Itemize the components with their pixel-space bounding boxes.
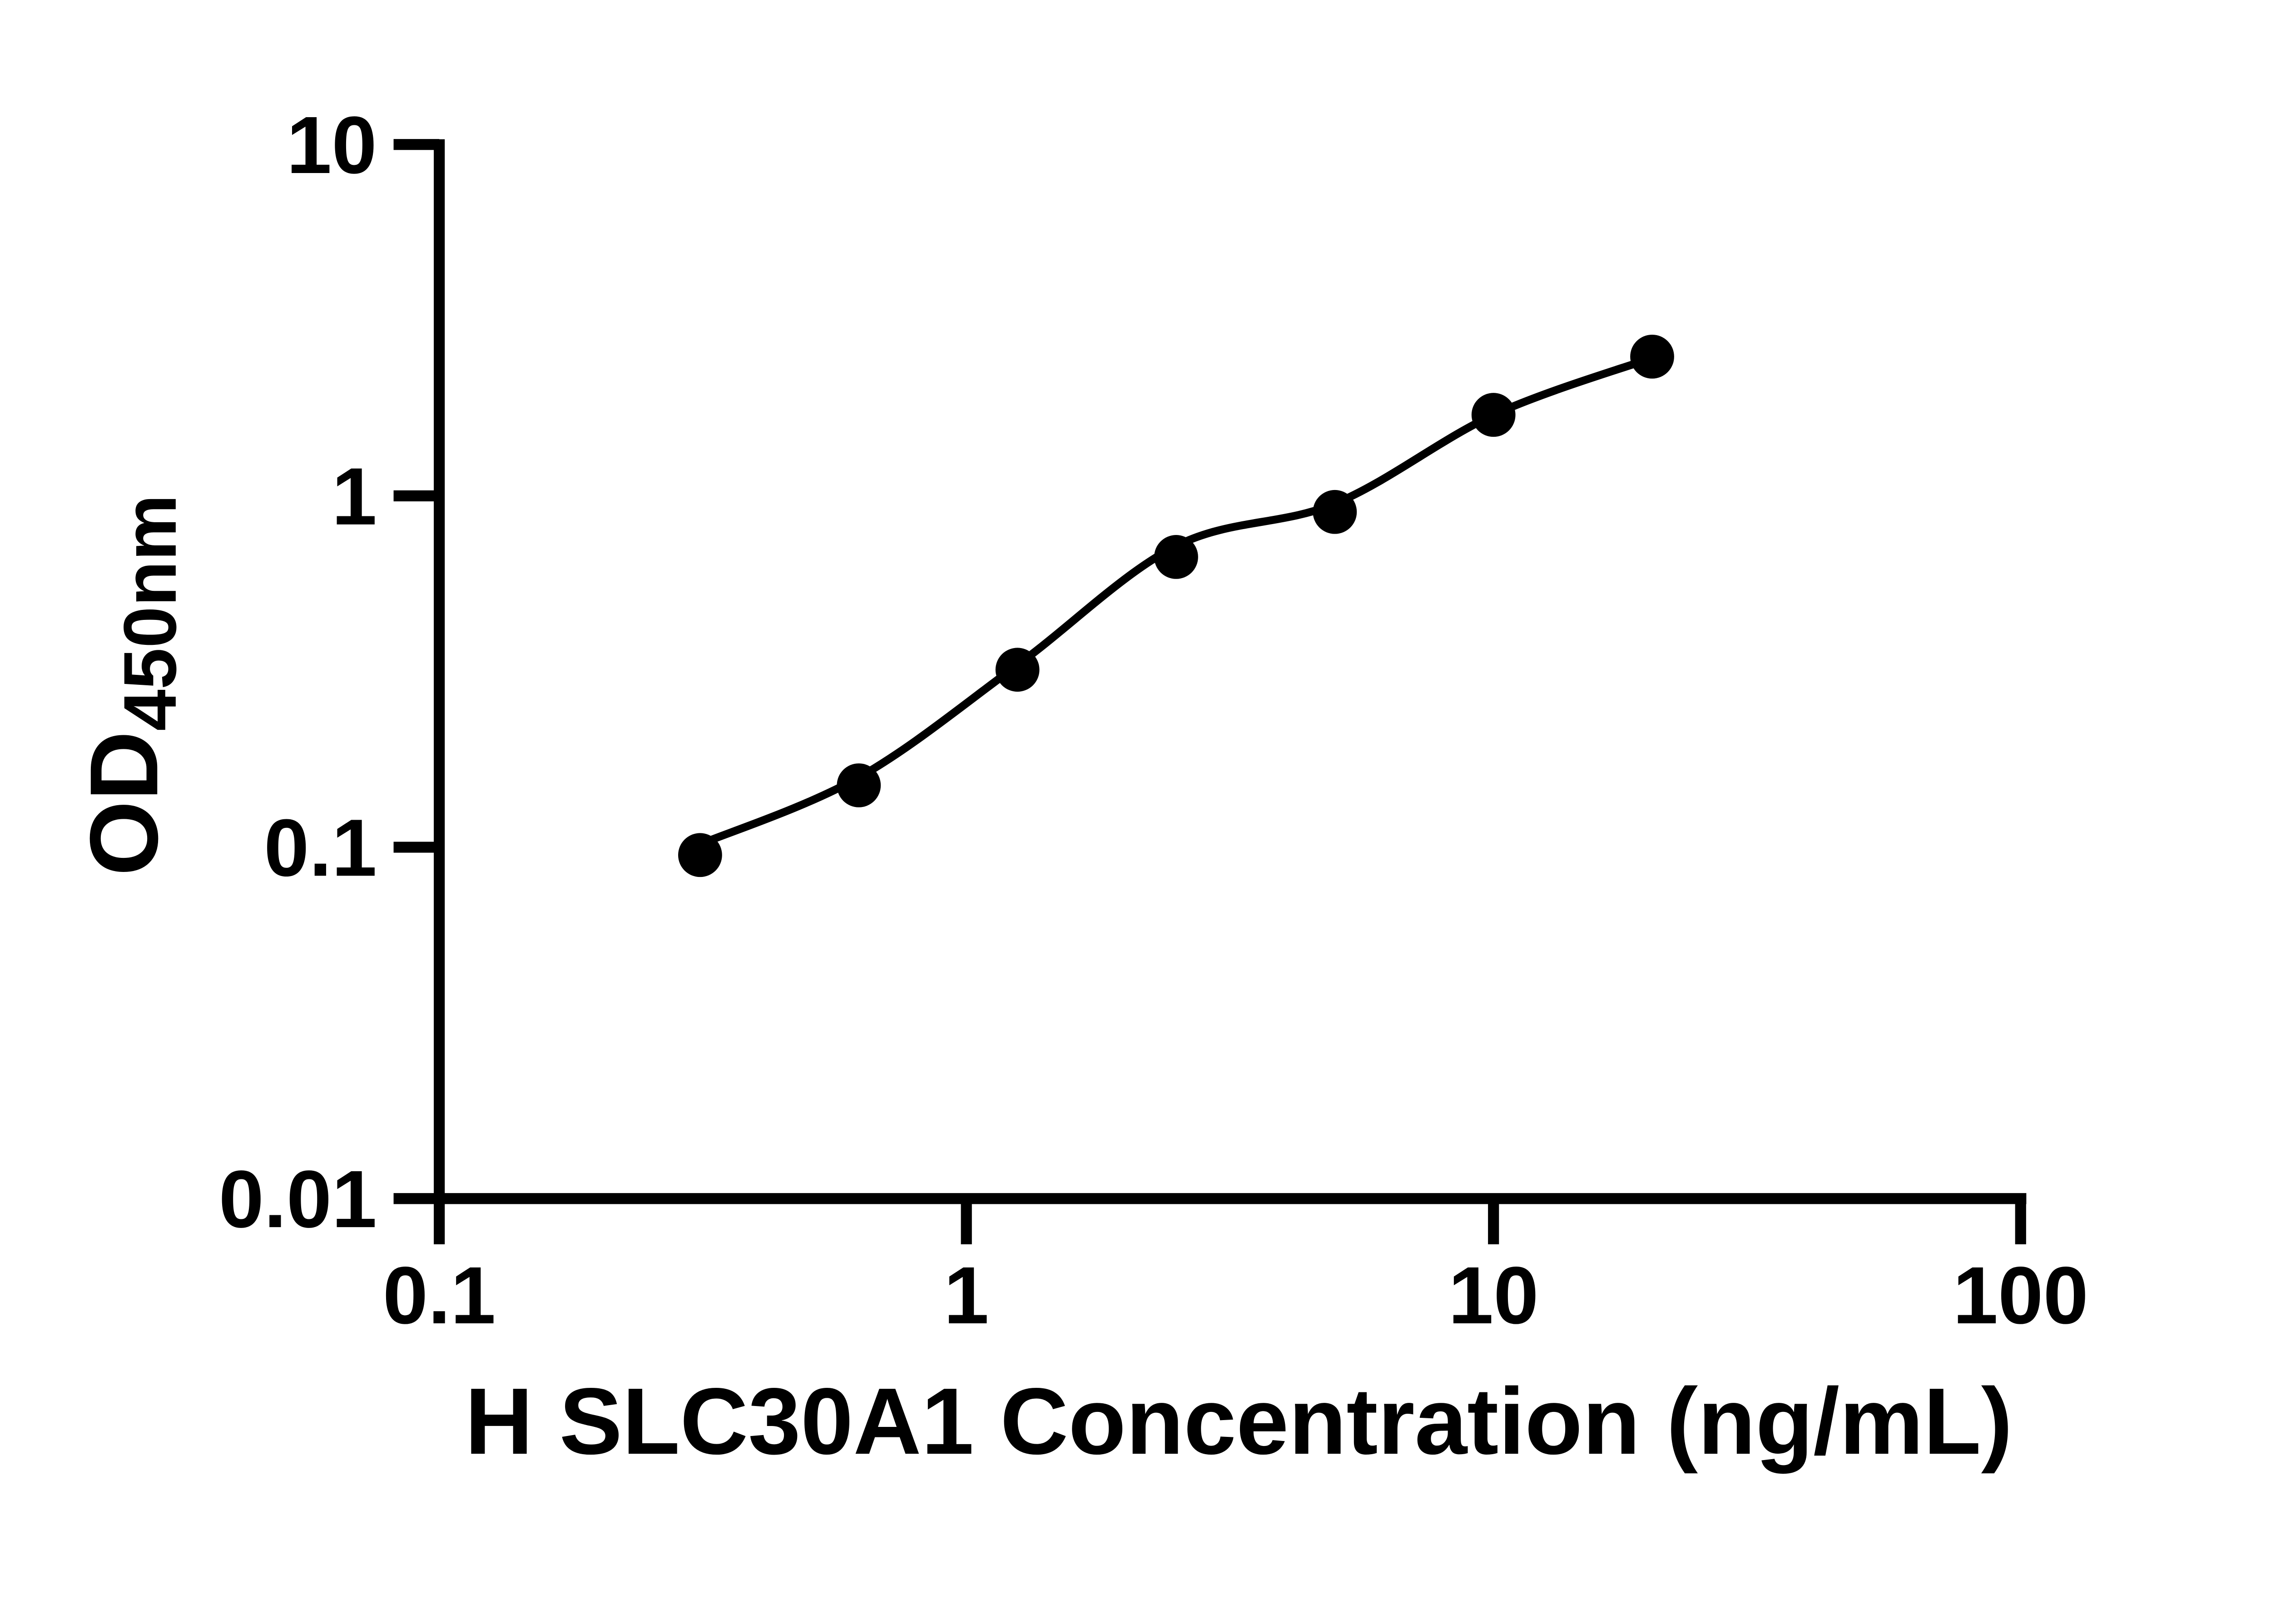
x-axis-title: H SLC30A1 Concentration (ng/mL) bbox=[465, 1369, 2013, 1474]
x-axis-ticks bbox=[434, 1198, 2026, 1244]
data-points bbox=[678, 334, 1674, 877]
y-axis-title: OD450nm bbox=[70, 495, 192, 876]
y-axis-tick-label: 0.1 bbox=[264, 802, 377, 893]
figure-background bbox=[0, 0, 2271, 1570]
x-axis: 0.1 1 10 100 bbox=[383, 1193, 2088, 1341]
y-axis-tick-label: 10 bbox=[287, 99, 377, 190]
y-axis-tick-label: 0.01 bbox=[219, 1154, 377, 1244]
data-point bbox=[1471, 393, 1516, 437]
y-axis-title-subscript: 450nm bbox=[108, 495, 192, 731]
y-axis-title-main: OD bbox=[70, 731, 178, 876]
data-point bbox=[678, 833, 722, 877]
y-axis-tick-labels: 10 1 0.1 0.01 bbox=[219, 99, 377, 1244]
data-point bbox=[995, 648, 1040, 692]
y-axis-ticks bbox=[393, 139, 440, 1204]
x-axis-tick-label: 100 bbox=[1953, 1250, 2088, 1341]
data-point bbox=[1630, 334, 1674, 379]
data-point bbox=[837, 763, 881, 807]
data-point bbox=[1313, 490, 1357, 534]
data-point bbox=[1154, 535, 1198, 579]
x-axis-tick-label: 1 bbox=[944, 1250, 989, 1341]
x-axis-tick-labels: 0.1 1 10 100 bbox=[383, 1250, 2088, 1341]
y-axis: 10 1 0.1 0.01 bbox=[219, 99, 445, 1244]
elisa-standard-curve-figure: 10 1 0.1 0.01 0.1 1 10 100 H SLC30A1 Concentra… bbox=[0, 0, 2271, 1570]
x-axis-tick-label: 10 bbox=[1448, 1250, 1539, 1341]
x-axis-tick-label: 0.1 bbox=[383, 1250, 496, 1341]
y-axis-tick-label: 1 bbox=[332, 451, 377, 542]
